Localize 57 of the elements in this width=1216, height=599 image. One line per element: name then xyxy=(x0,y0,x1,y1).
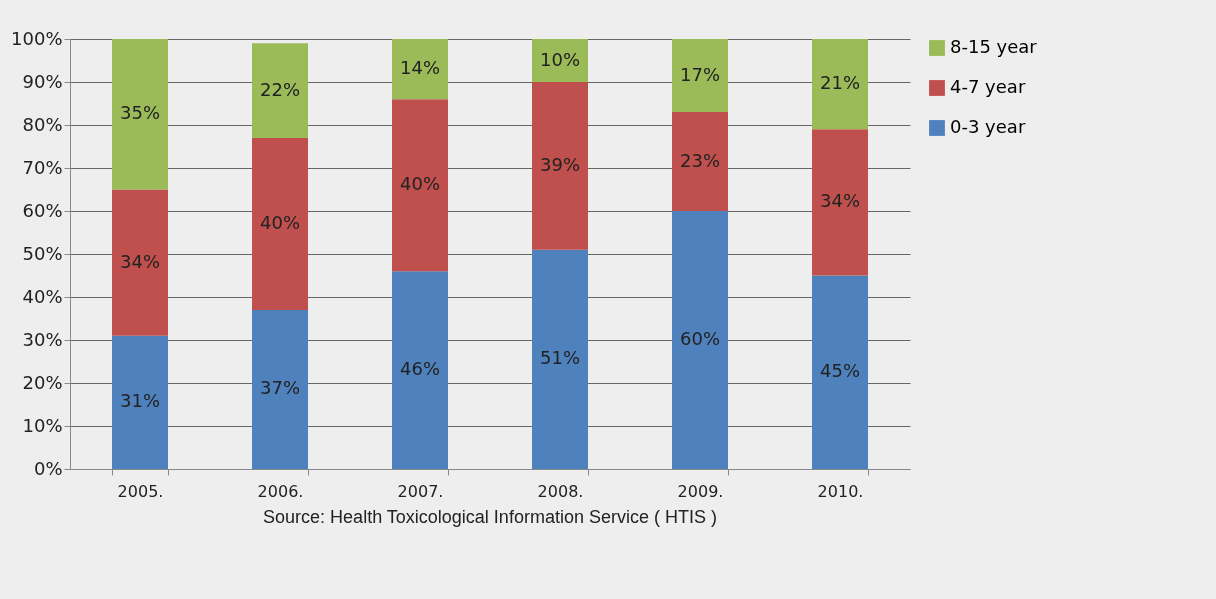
bar xyxy=(392,99,448,272)
data-label: 35% xyxy=(119,102,161,124)
y-tick-label: 10% xyxy=(22,414,63,436)
data-label: 45% xyxy=(819,360,861,382)
bar xyxy=(112,189,168,336)
legend-label: 4-7 year xyxy=(950,76,1026,97)
bar xyxy=(812,275,868,469)
data-label: 34% xyxy=(119,250,161,272)
bar xyxy=(532,82,588,250)
bar xyxy=(532,39,588,82)
data-label: 46% xyxy=(399,358,441,380)
y-tick-label: 100% xyxy=(11,27,63,49)
y-tick-label: 40% xyxy=(22,285,63,307)
bar xyxy=(812,129,868,276)
data-label: 22% xyxy=(259,78,301,100)
data-label: 31% xyxy=(119,390,161,412)
data-label: 34% xyxy=(819,190,861,212)
bar xyxy=(672,112,728,211)
y-tick-label: 50% xyxy=(22,242,63,264)
bar xyxy=(252,137,308,310)
data-label: 40% xyxy=(399,173,441,195)
bar xyxy=(252,309,308,469)
bar xyxy=(112,39,168,190)
y-tick-label: 80% xyxy=(22,113,63,135)
x-tick-label: 2009. xyxy=(677,481,724,501)
legend-label: 8-15 year xyxy=(950,36,1038,57)
data-label: 60% xyxy=(679,328,721,349)
y-tick-label: 90% xyxy=(22,70,63,92)
data-label: 23% xyxy=(679,149,721,171)
data-label: 14% xyxy=(399,57,441,79)
x-tick-label: 2007. xyxy=(397,481,444,501)
x-tick-label: 2005. xyxy=(117,481,164,501)
x-tick-label: 2006. xyxy=(257,481,304,501)
legend-label: 0-3 year xyxy=(950,116,1026,137)
y-tick-label: 20% xyxy=(22,371,63,393)
data-label: 37% xyxy=(259,377,301,399)
bar xyxy=(672,211,728,469)
bar xyxy=(252,43,308,138)
x-tick-label: 2010. xyxy=(817,481,864,501)
bar xyxy=(672,39,728,113)
source-note: Source: Health Toxicological Information Service ( HTIS ) xyxy=(263,507,717,527)
bar xyxy=(532,249,588,469)
y-tick-label: 70% xyxy=(22,156,63,178)
y-tick-label: 30% xyxy=(22,328,63,350)
y-tick-label: 0% xyxy=(33,457,63,479)
data-label: 40% xyxy=(259,211,301,233)
y-tick-label: 60% xyxy=(22,199,63,221)
bar xyxy=(112,335,168,469)
data-label: 10% xyxy=(539,48,581,70)
bar xyxy=(812,39,868,130)
bar xyxy=(392,271,448,469)
data-label: 51% xyxy=(539,347,581,369)
bar xyxy=(392,39,448,100)
x-tick-label: 2008. xyxy=(537,481,584,501)
data-label: 21% xyxy=(819,72,861,94)
data-label: 39% xyxy=(539,153,581,175)
data-label: 17% xyxy=(679,63,721,85)
